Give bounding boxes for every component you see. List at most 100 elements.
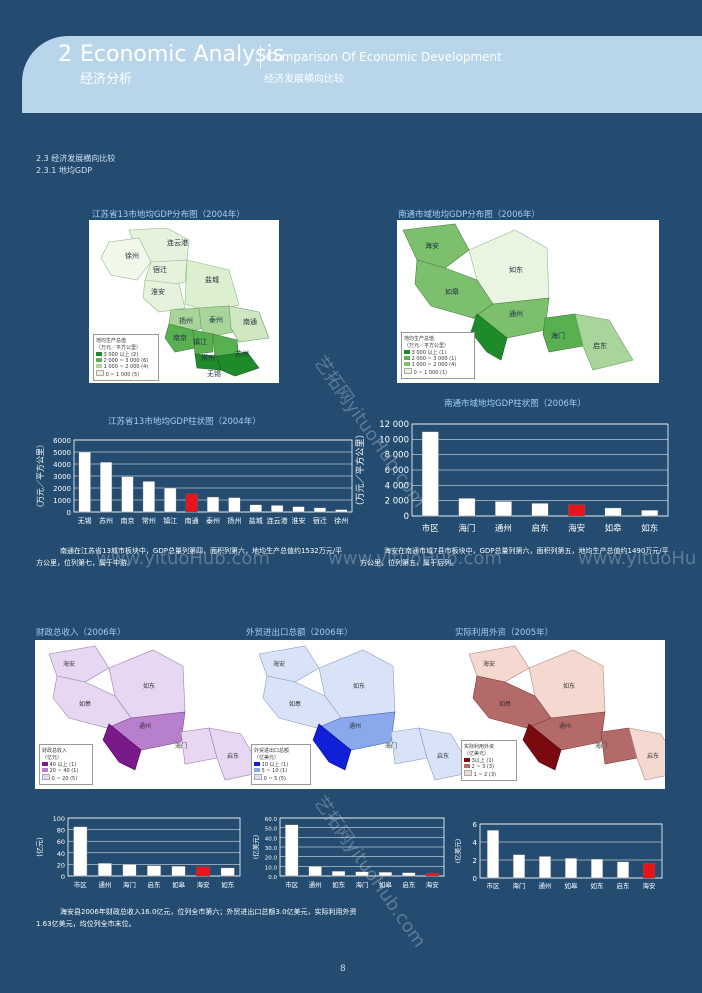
bar xyxy=(271,505,284,513)
bar xyxy=(494,501,512,517)
x-tick-label: 泰州 xyxy=(206,516,220,525)
x-tick-label: 南京 xyxy=(120,516,134,525)
chart-fiscal: 0 20 40 60 80 100 (亿元) 市区 通州 海门 启东 如皋 海安 如东 xyxy=(35,815,241,889)
y-tick-label: 4000 xyxy=(53,461,71,469)
map-trade: 海安 如东 如皋 通州 海门 启东 xyxy=(258,645,474,781)
chart-jiangsu-gdp: 0 1000 2000 3000 4000 5000 6000 （万元／平方公里） 无锡 苏州 南京… xyxy=(35,437,353,525)
x-tick-label: 如皋 xyxy=(379,880,393,889)
x-tick-label: 海门 xyxy=(356,880,369,889)
y-tick-label: 5000 xyxy=(53,449,71,457)
map-legend: 地均生产总值 （万元／平方公里） 3 000 以上 (1) 2 000 ~ 3 … xyxy=(401,332,475,379)
map-label: 连云港 xyxy=(167,238,188,247)
map-label: 南通 xyxy=(243,317,257,326)
x-tick-label: 常州 xyxy=(142,516,156,525)
x-tick-label: 如东 xyxy=(641,523,658,534)
svg-text:如东: 如东 xyxy=(563,682,575,690)
x-tick-label: 如皋 xyxy=(172,880,186,889)
bar xyxy=(122,864,137,877)
x-tick-label: 扬州 xyxy=(227,516,241,525)
map-legend-trade: 外贸进出口总额 （亿美元） 10 以上 (1) 5 ~ 10 (1) 0 ~ 5… xyxy=(251,744,311,785)
map-label: 盐城 xyxy=(205,275,219,284)
x-tick-label: 如东 xyxy=(332,880,346,889)
bar xyxy=(531,503,549,517)
bar xyxy=(641,510,659,517)
svg-text:通州: 通州 xyxy=(559,722,571,730)
bar xyxy=(121,476,134,513)
header-banner xyxy=(22,36,702,113)
bar xyxy=(308,866,322,877)
paragraph-bottom: 海安县2006年财政总收入16.0亿元，位列全市第六；外贸进出口总额3.0亿美元… xyxy=(36,908,357,928)
y-tick-label: 2 000 xyxy=(385,497,409,507)
svg-text:如皋: 如皋 xyxy=(79,700,91,708)
bar xyxy=(285,824,299,877)
map-label: 泰州 xyxy=(209,315,223,324)
y-tick-label: 10.0 xyxy=(265,865,278,871)
y-tick-label: 2 xyxy=(473,857,477,865)
x-tick-label: 通州 xyxy=(98,880,111,889)
y-tick-label: 0 xyxy=(473,875,477,883)
x-tick-label: 淮安 xyxy=(292,516,306,525)
section-title: Comparison Of Economic Development xyxy=(266,50,502,64)
map-label: 如皋 xyxy=(445,287,459,296)
y-tick-label: 30.0 xyxy=(265,846,278,852)
x-tick-label: 海门 xyxy=(123,880,136,889)
map-label: 宿迁 xyxy=(153,265,167,274)
chart-trade: 0.0 10.0 20.0 30.0 40.0 50.0 60.0 (亿美元) 市区 通州 如东 海门… xyxy=(251,817,445,889)
x-tick-label: 市区 xyxy=(487,881,501,890)
bar xyxy=(642,863,656,879)
bar xyxy=(78,451,91,513)
x-tick-label: 苏州 xyxy=(99,516,113,525)
y-tick-label: 6 xyxy=(473,821,478,829)
bar xyxy=(142,481,155,513)
bar xyxy=(402,872,416,877)
caption-map-jiangsu: 江苏省13市地均GDP分布图（2004年） xyxy=(92,210,245,220)
svg-text:海门: 海门 xyxy=(175,742,187,750)
bar xyxy=(421,431,439,517)
watermark: www.yituoHub.com xyxy=(96,548,270,569)
svg-text:启东: 启东 xyxy=(437,752,449,760)
y-tick-label: 60.0 xyxy=(265,817,278,823)
y-tick-label: 40 xyxy=(57,850,65,858)
y-tick-label: 2000 xyxy=(53,485,71,493)
caption-map-fdi: 实际利用外资（2005年） xyxy=(455,628,554,638)
y-tick-label: 40.0 xyxy=(265,836,278,842)
x-tick-label: 徐州 xyxy=(334,516,348,525)
paragraph-left: 南通在江苏省13城市板块中，GDP总量列第四，面积列第六，地均生产总值约1532… xyxy=(36,547,343,567)
svg-text:海门: 海门 xyxy=(385,742,397,750)
map-label: 镇江 xyxy=(193,337,207,346)
map-fdi: 海安 如东 如皋 通州 海门 启东 xyxy=(468,645,684,781)
bar xyxy=(147,865,161,877)
y-axis-label: (亿美元) xyxy=(453,839,462,864)
y-tick-label: 60 xyxy=(57,838,65,846)
bar xyxy=(313,507,327,513)
chapter-number: 2 xyxy=(58,42,72,67)
svg-text:通州: 通州 xyxy=(349,722,361,730)
y-tick-label: 80 xyxy=(57,827,65,835)
bar xyxy=(99,462,113,513)
svg-text:启东: 启东 xyxy=(647,752,659,760)
x-tick-label: 如皋 xyxy=(565,881,579,890)
map-label: 海安 xyxy=(425,241,439,250)
x-tick-label: 市区 xyxy=(422,523,440,534)
bar xyxy=(512,854,526,879)
y-tick-label: 20 xyxy=(57,861,65,869)
x-tick-label: 南通 xyxy=(185,516,199,525)
x-tick-label: 海门 xyxy=(513,881,526,890)
y-tick-label: 0 xyxy=(404,512,409,522)
map-label: 通州 xyxy=(509,309,523,318)
section-heading: 2.3 经济发展横向比较 xyxy=(36,154,116,163)
x-tick-label: 启东 xyxy=(531,523,548,534)
svg-text:如皋: 如皋 xyxy=(499,700,511,708)
bar xyxy=(378,871,393,877)
svg-text:海门: 海门 xyxy=(595,742,607,750)
map-legend-fdi: 实际利用外资 （亿美元） 3以上 (1) 2 ~ 3 (3) 1 ~ 2 (3) xyxy=(461,740,517,781)
x-tick-label: 通州 xyxy=(539,881,552,890)
bar xyxy=(335,509,348,513)
x-tick-label: 启东 xyxy=(617,881,631,890)
y-tick-label: 1000 xyxy=(53,497,71,505)
watermark: www.yituoHub.com xyxy=(328,548,502,569)
caption-map-trade: 外贸进出口总额（2006年） xyxy=(246,628,353,638)
bar xyxy=(355,871,369,877)
bar xyxy=(185,493,198,513)
x-tick-label: 启东 xyxy=(148,880,162,889)
